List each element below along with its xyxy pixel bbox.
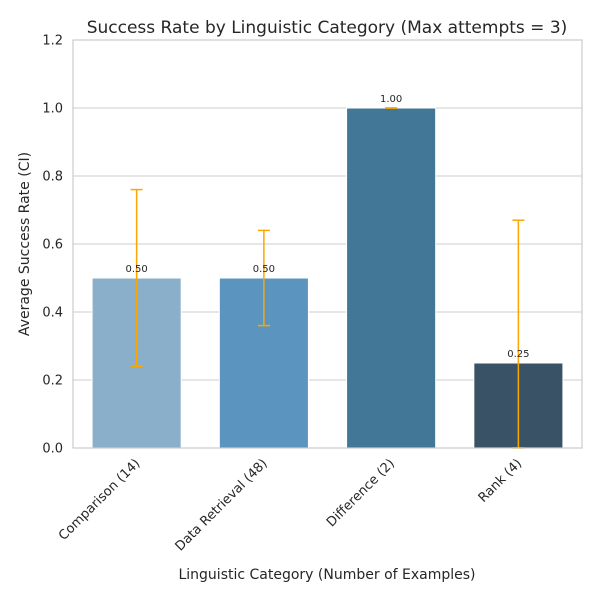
y-tick-label: 0.2	[42, 374, 63, 389]
y-tick-label: 0.8	[42, 170, 63, 185]
x-tick-label: Rank (4)	[476, 456, 526, 506]
x-axis-label: Linguistic Category (Number of Examples)	[178, 567, 475, 583]
bar	[346, 107, 437, 449]
bars	[91, 107, 564, 449]
x-tick-label: Comparison (14)	[56, 456, 143, 543]
y-tick-labels: 0.0 0.2 0.4 0.6 0.8 1.0 1.2	[42, 34, 63, 457]
y-tick-label: 0.0	[42, 442, 63, 457]
plot-frame	[72, 39, 583, 449]
y-tick-label: 0.6	[42, 238, 63, 253]
y-tick-label: 1.0	[42, 102, 63, 117]
y-tick-label: 0.4	[42, 306, 63, 321]
data-label: 0.50	[125, 264, 147, 275]
y-tick-label: 1.2	[42, 34, 63, 49]
data-label: 0.25	[507, 349, 529, 360]
x-tick-label: Difference (2)	[324, 456, 398, 530]
x-tick-labels: Comparison (14) Data Retrieval (48) Differ…	[56, 456, 525, 554]
x-tick-label: Data Retrieval (48)	[173, 456, 271, 554]
data-labels: 0.50 0.50 1.00 0.25	[125, 94, 529, 360]
y-axis-label: Average Success Rate (CI)	[17, 152, 33, 336]
data-label: 1.00	[380, 94, 402, 105]
error-bars	[130, 107, 525, 449]
chart-title: Success Rate by Linguistic Category (Max…	[87, 18, 568, 38]
data-label: 0.50	[253, 264, 275, 275]
